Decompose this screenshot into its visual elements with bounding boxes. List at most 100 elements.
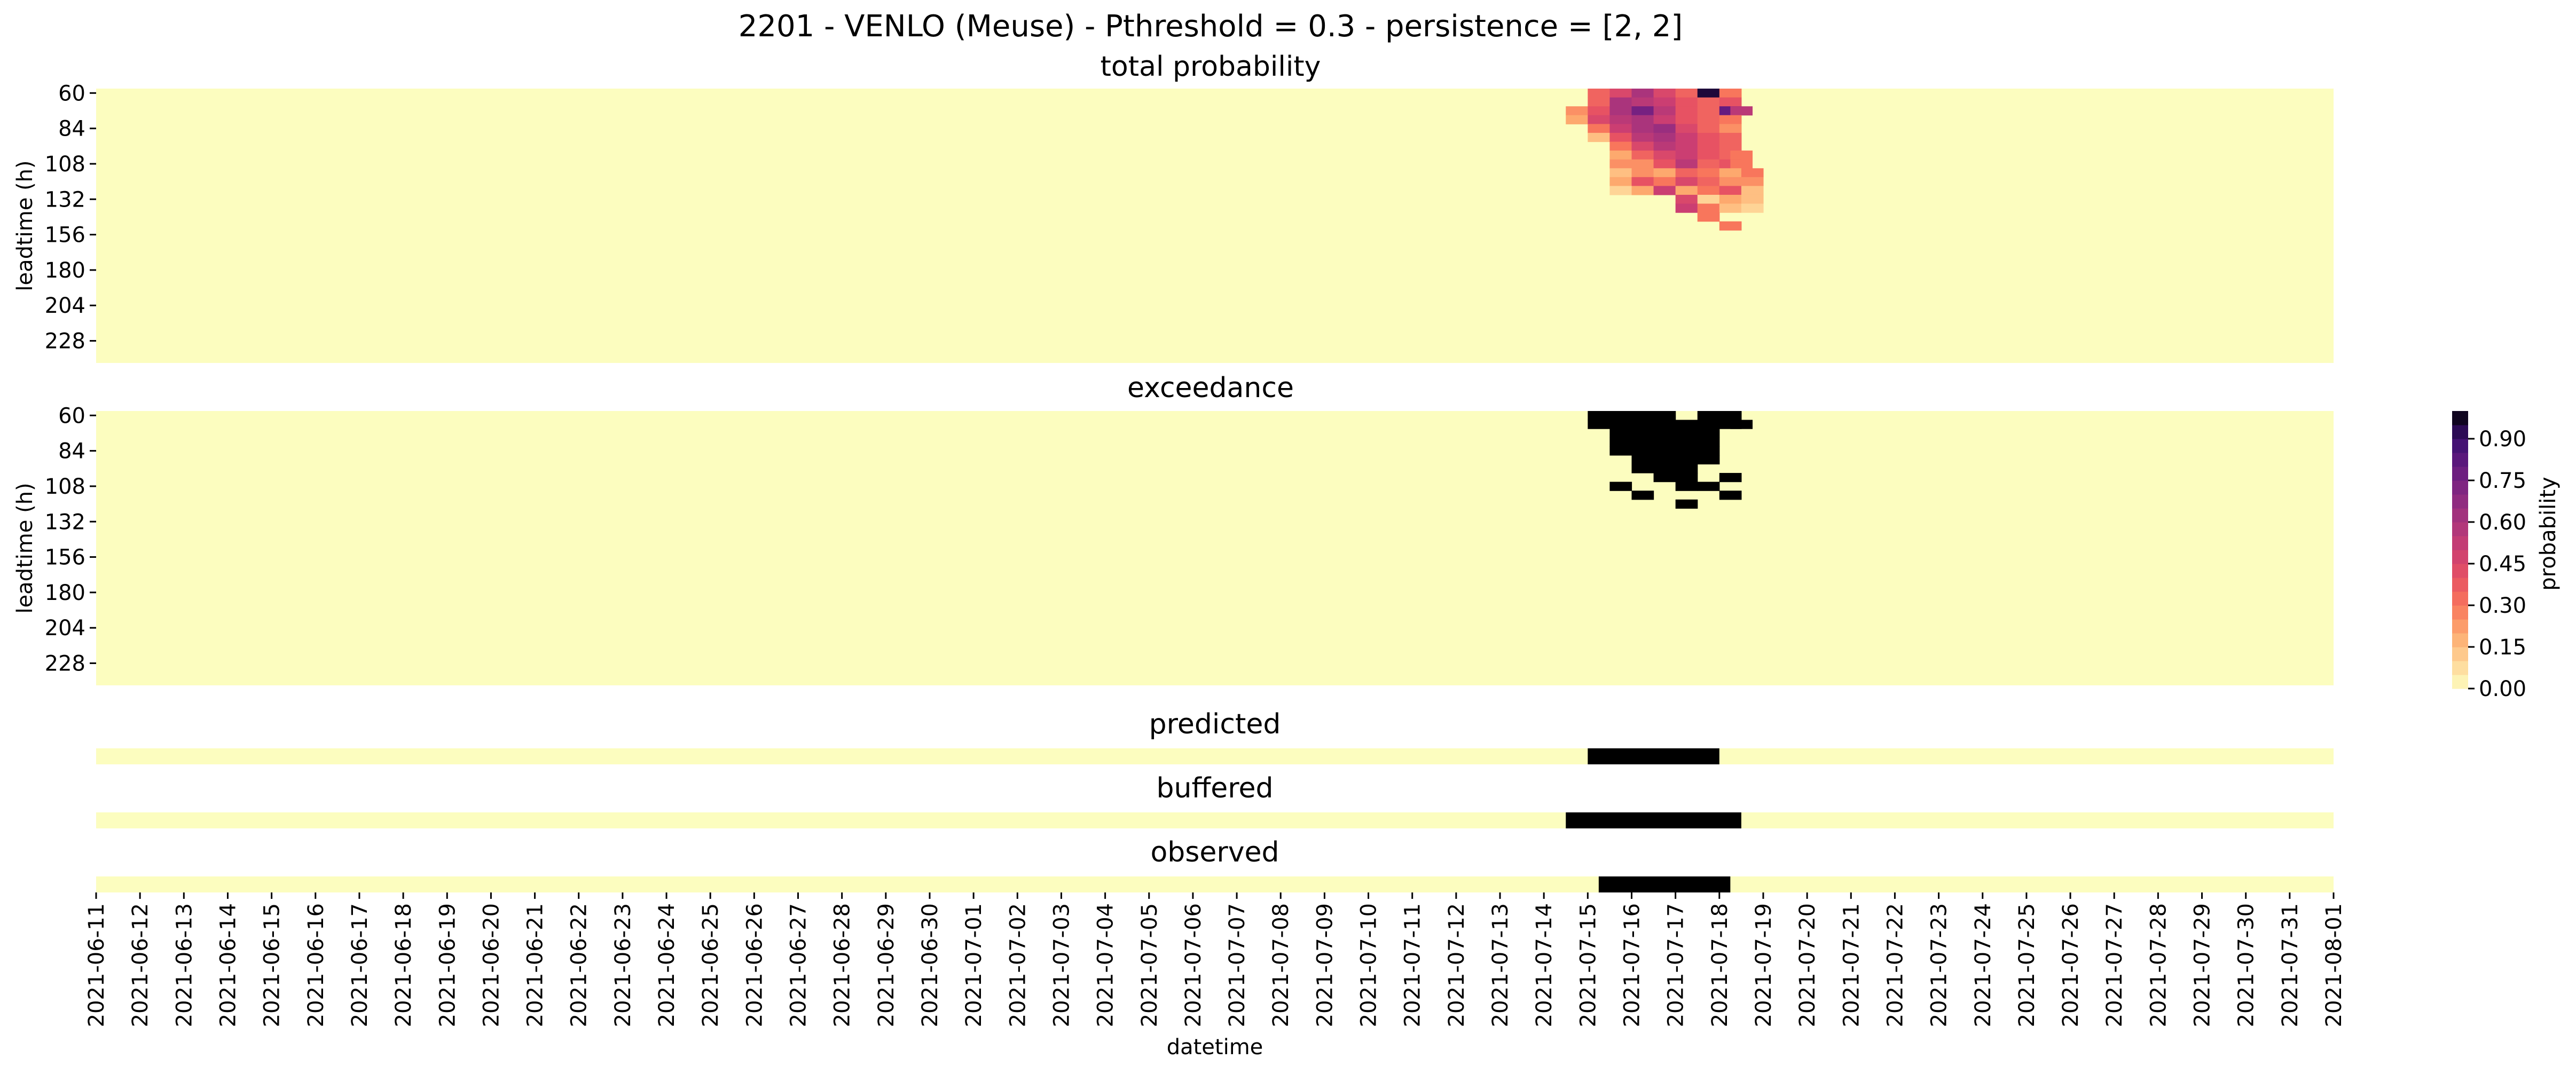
- exceedance-cell: [1675, 446, 1698, 456]
- x-tick-label: 2021-06-25: [698, 903, 723, 1027]
- predicted-title: predicted: [1149, 708, 1281, 740]
- exceedance-cell: [1697, 411, 1720, 421]
- colorbar-segment: [2452, 619, 2468, 634]
- x-tick-label: 2021-06-18: [391, 903, 416, 1027]
- predicted-event-bar: [1588, 748, 1719, 764]
- total-probability-cell: [1719, 177, 1742, 186]
- total-probability-cell: [1631, 151, 1654, 160]
- x-tick-label: 2021-06-21: [523, 903, 548, 1027]
- exceedance-cell: [1653, 455, 1676, 465]
- total-probability-cell: [1653, 132, 1676, 143]
- exceedance-ylabel: leadtime (h): [13, 483, 37, 613]
- exceedance-cell: [1719, 473, 1742, 483]
- exceedance-ytick-label: 204: [45, 616, 85, 641]
- total-probability-cell: [1719, 89, 1742, 98]
- total-probability-cell: [1741, 168, 1764, 178]
- exceedance-cell: [1730, 420, 1753, 429]
- colorbar-ticks: 0.00 0.15 0.30 0.45 0.60 0.75 0.90: [2468, 427, 2526, 701]
- exceedance-cell: [1675, 481, 1698, 491]
- total-probability-cell: [1730, 106, 1753, 116]
- total-probability-cell: [1653, 168, 1676, 178]
- total-probability-ytick-label: 84: [58, 117, 85, 141]
- total-probability-cell: [1675, 89, 1698, 98]
- total-probability-cell: [1675, 141, 1698, 151]
- total-probability-cell: [1741, 177, 1764, 186]
- exceedance-cell: [1609, 437, 1632, 447]
- total-probability-cell: [1631, 132, 1654, 143]
- colorbar-segment: [2452, 564, 2468, 578]
- x-tick-label: 2021-06-17: [348, 903, 372, 1027]
- total-probability-cell: [1675, 151, 1698, 160]
- exceedance-cell: [1609, 411, 1632, 421]
- figure-title: 2201 - VENLO (Meuse) - Pthreshold = 0.3 …: [739, 9, 1683, 44]
- exceedance-cell: [1697, 446, 1720, 456]
- total-probability-cell: [1588, 106, 1611, 116]
- total-probability-cell: [1719, 97, 1742, 107]
- observed-event-bar: [1598, 876, 1731, 892]
- total-probability-cell: [1609, 168, 1632, 178]
- panel-exceedance: exceedance 60 84 108 132 156 180 204 228 leadti…: [13, 372, 2334, 685]
- x-tick-label: 2021-07-24: [1971, 903, 1996, 1027]
- colorbar-segment: [2452, 439, 2468, 453]
- colorbar-segment: [2452, 411, 2468, 425]
- total-probability-cell: [1719, 194, 1742, 204]
- total-probability-cell: [1719, 186, 1742, 195]
- x-tick-label: 2021-07-04: [1094, 903, 1118, 1027]
- colorbar-tick-label: 0.45: [2479, 552, 2526, 576]
- total-probability-cell: [1653, 124, 1676, 133]
- exceedance-cell: [1675, 473, 1698, 483]
- x-tick-label: 2021-06-12: [128, 903, 153, 1027]
- colorbar-label: probability: [2536, 477, 2561, 590]
- exceedance-cell: [1631, 464, 1654, 473]
- x-tick-label: 2021-07-18: [1708, 903, 1732, 1027]
- x-tick-label: 2021-07-11: [1401, 903, 1425, 1027]
- x-tick-label: 2021-07-27: [2102, 903, 2127, 1027]
- total-probability-cell: [1675, 159, 1698, 169]
- total-probability-cell: [1697, 203, 1720, 213]
- total-probability-ytick-label: 156: [45, 223, 85, 248]
- exceedance-background: [96, 411, 2334, 685]
- x-tick-label: 2021-07-26: [2059, 903, 2083, 1027]
- colorbar-segment: [2452, 647, 2468, 661]
- total-probability-cell: [1631, 141, 1654, 151]
- buffered-event-bar: [1566, 812, 1741, 828]
- colorbar-tick-label: 0.30: [2479, 594, 2526, 618]
- exceedance-cell: [1631, 455, 1654, 465]
- exceedance-cell: [1697, 455, 1720, 465]
- colorbar-segment: [2452, 550, 2468, 564]
- colorbar-segment: [2452, 661, 2468, 675]
- total-probability-cell: [1631, 97, 1654, 107]
- predicted-background: [96, 748, 2334, 764]
- total-probability-cell: [1653, 186, 1676, 195]
- total-probability-cell: [1719, 115, 1742, 124]
- exceedance-cell: [1631, 437, 1654, 447]
- total-probability-title: total probability: [1101, 51, 1321, 83]
- total-probability-cell: [1609, 115, 1632, 124]
- exceedance-cell: [1653, 437, 1676, 447]
- exceedance-ytick-label: 228: [45, 652, 85, 676]
- total-probability-cell: [1675, 168, 1698, 178]
- x-tick-label: 2021-07-08: [1269, 903, 1293, 1027]
- total-probability-cell: [1631, 159, 1654, 169]
- exceedance-cell: [1675, 499, 1698, 509]
- total-probability-cell: [1719, 221, 1742, 231]
- exceedance-cell: [1719, 491, 1742, 500]
- exceedance-cell: [1609, 429, 1632, 438]
- exceedance-ytick-label: 132: [45, 510, 85, 534]
- total-probability-cell: [1697, 132, 1720, 143]
- total-probability-cell: [1609, 106, 1632, 116]
- colorbar-segment: [2452, 522, 2468, 536]
- x-tick-label: 2021-07-16: [1620, 903, 1644, 1027]
- colorbar-segment: [2452, 578, 2468, 592]
- x-tick-label: 2021-07-22: [1883, 903, 1907, 1027]
- colorbar-segments: [2452, 411, 2468, 689]
- total-probability-cell: [1675, 115, 1698, 124]
- total-probability-ytick-label: 60: [58, 81, 85, 106]
- x-tick-label: 2021-06-16: [304, 903, 328, 1027]
- exceedance-cell: [1609, 446, 1632, 456]
- panel-predicted: predicted: [96, 708, 2334, 764]
- total-probability-cell: [1719, 141, 1742, 151]
- exceedance-cell: [1675, 429, 1698, 438]
- exceedance-cell: [1653, 429, 1676, 438]
- exceedance-cell: [1631, 491, 1654, 500]
